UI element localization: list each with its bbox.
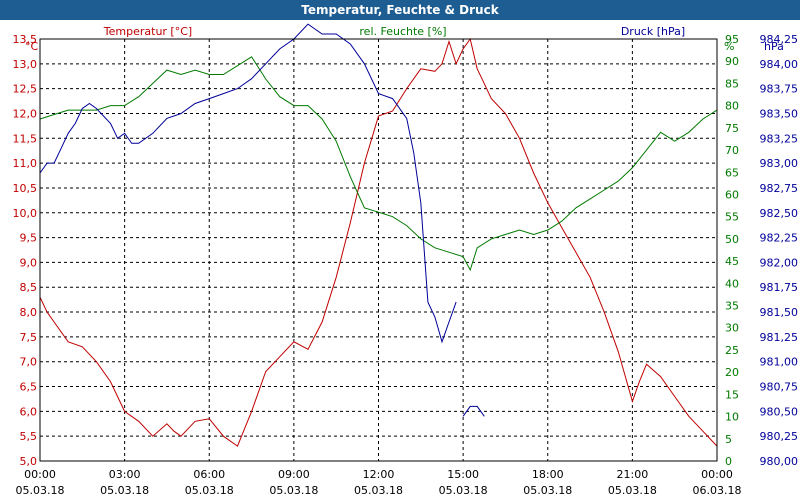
temperature-tick-label: 9,0 — [20, 256, 38, 269]
pressure-tick-label: 983,50 — [760, 107, 799, 120]
temperature-tick-label: 11,0 — [13, 157, 38, 170]
temperature-tick-label: 12,0 — [13, 107, 38, 120]
pressure-tick-label: 981,25 — [760, 331, 799, 344]
x-time-label: 12:00 — [363, 468, 395, 481]
pressure-series-line — [39, 23, 457, 344]
x-date-label: 05.03.18 — [16, 484, 65, 497]
x-time-label: 00:00 — [24, 468, 56, 481]
temperature-tick-label: 7,5 — [20, 331, 38, 344]
x-date-label: 05.03.18 — [608, 484, 657, 497]
humidity-tick-label: 40 — [725, 277, 739, 290]
humidity-tick-label: 30 — [725, 322, 739, 335]
x-time-label: 03:00 — [109, 468, 141, 481]
temperature-tick-label: 8,0 — [20, 306, 38, 319]
x-date-label: 05.03.18 — [354, 484, 403, 497]
humidity-tick-label: 55 — [725, 211, 739, 224]
x-time-label: 09:00 — [278, 468, 310, 481]
temperature-axis-title: Temperatur [°C] — [103, 25, 192, 38]
x-date-label: 05.03.18 — [269, 484, 318, 497]
humidity-tick-label: 70 — [725, 144, 739, 157]
humidity-tick-label: 75 — [725, 122, 739, 135]
pressure-tick-label: 982,75 — [760, 182, 799, 195]
x-time-label: 15:00 — [447, 468, 479, 481]
pressure-tick-label: 983,00 — [760, 157, 799, 170]
pressure-tick-label: 983,75 — [760, 83, 799, 96]
humidity-tick-label: 60 — [725, 188, 739, 201]
x-date-label: 05.03.18 — [523, 484, 572, 497]
humidity-tick-label: 15 — [725, 388, 739, 401]
x-date-label: 06.03.18 — [693, 484, 742, 497]
temperature-tick-label: 13,5 — [13, 33, 38, 46]
humidity-tick-label: 10 — [725, 411, 739, 424]
x-time-label: 21:00 — [617, 468, 649, 481]
x-date-label: 05.03.18 — [185, 484, 234, 497]
temperature-tick-label: 12,5 — [13, 83, 38, 96]
pressure-tick-label: 984,00 — [760, 58, 799, 71]
x-time-label: 18:00 — [532, 468, 564, 481]
series-lines — [39, 23, 718, 447]
pressure-tick-label: 980,00 — [760, 455, 799, 468]
pressure-series-line — [462, 405, 485, 417]
pressure-tick-label: 980,50 — [760, 405, 799, 418]
pressure-tick-label: 982,25 — [760, 232, 799, 245]
temperature-tick-label: 5,0 — [20, 455, 38, 468]
humidity-tick-label: 20 — [725, 366, 739, 379]
x-date-label: 05.03.18 — [100, 484, 149, 497]
pressure-tick-label: 982,50 — [760, 207, 799, 220]
humidity-tick-label: 80 — [725, 100, 739, 113]
humidity-series-line — [39, 56, 718, 272]
x-time-label: 00:00 — [701, 468, 733, 481]
pressure-axis-title: Druck [hPa] — [621, 25, 685, 38]
pressure-tick-label: 981,75 — [760, 281, 799, 294]
pressure-tick-label: 984,25 — [760, 33, 799, 46]
temperature-tick-label: 5,5 — [20, 430, 38, 443]
humidity-tick-label: 25 — [725, 344, 739, 357]
pressure-tick-label: 983,25 — [760, 132, 799, 145]
humidity-tick-label: 50 — [725, 233, 739, 246]
temperature-tick-label: 8,5 — [20, 281, 38, 294]
temperature-unit: °C — [25, 40, 39, 53]
humidity-tick-label: 5 — [725, 433, 732, 446]
humidity-tick-label: 90 — [725, 55, 739, 68]
temperature-tick-label: 10,5 — [13, 182, 38, 195]
temperature-tick-label: 7,0 — [20, 356, 38, 369]
chart-title: Temperatur, Feuchte & Druck — [0, 0, 800, 20]
pressure-tick-label: 981,50 — [760, 306, 799, 319]
temperature-tick-label: 6,0 — [20, 405, 38, 418]
pressure-tick-label: 981,00 — [760, 356, 799, 369]
humidity-tick-label: 35 — [725, 300, 739, 313]
temperature-series-line — [39, 37, 718, 447]
grid-lines — [40, 39, 717, 461]
humidity-axis-title: rel. Feuchte [%] — [359, 25, 446, 38]
axis-labels: 5,0 5,5 6,0 6,5 7,0 7,5 8,0 8,5 9,0 9,5 10,0 10,5 11… — [13, 25, 799, 497]
humidity-tick-label: 0 — [725, 455, 732, 468]
temperature-tick-label: 9,5 — [20, 232, 38, 245]
humidity-unit: % — [724, 40, 734, 53]
humidity-tick-label: 45 — [725, 255, 739, 268]
temperature-tick-label: 6,5 — [20, 381, 38, 394]
temperature-tick-label: 13,0 — [13, 58, 38, 71]
pressure-tick-label: 980,25 — [760, 430, 799, 443]
x-date-label: 05.03.18 — [439, 484, 488, 497]
humidity-tick-label: 65 — [725, 166, 739, 179]
pressure-tick-label: 980,75 — [760, 381, 799, 394]
humidity-tick-label: 95 — [725, 33, 739, 46]
humidity-tick-label: 85 — [725, 77, 739, 90]
pressure-tick-label: 982,00 — [760, 256, 799, 269]
plot-frame — [39, 38, 718, 462]
temperature-tick-label: 11,5 — [13, 132, 38, 145]
x-time-label: 06:00 — [193, 468, 225, 481]
temperature-tick-label: 10,0 — [13, 207, 38, 220]
pressure-unit: hPa — [764, 40, 784, 53]
